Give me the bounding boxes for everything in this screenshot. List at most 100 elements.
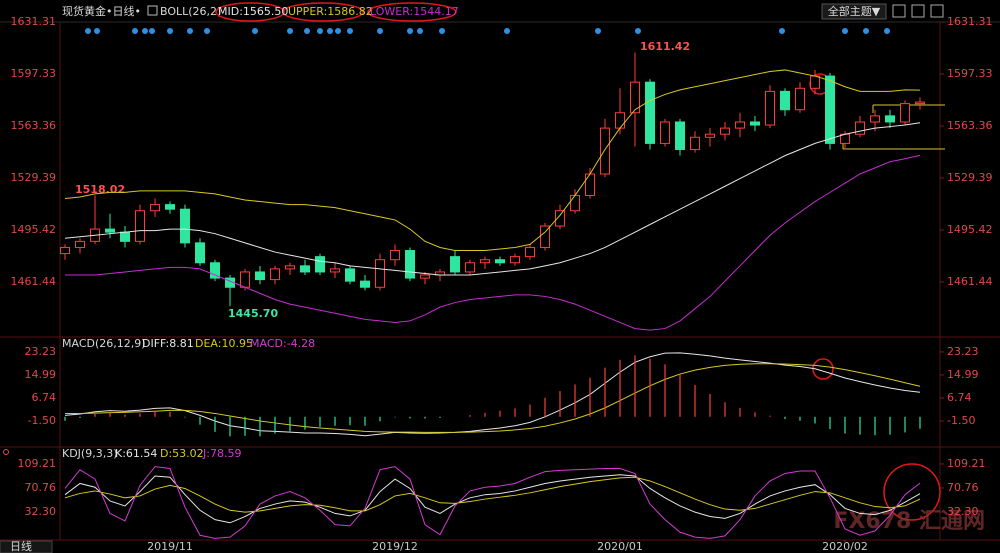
y-tick-label: 23.23 [947,345,979,358]
highlight [215,2,941,521]
series-line [65,363,921,433]
y-tick-label: 70.76 [947,481,979,494]
candle-body [915,101,925,105]
candle-body [360,280,370,288]
candle-body [375,259,385,288]
icon-grid[interactable] [892,4,906,18]
candle-body [825,75,835,144]
candle-body [330,268,340,273]
y-tick-label: 109.21 [18,457,57,470]
y-tick-label: 1597.33 [11,67,57,80]
y-tick-label: -1.50 [28,414,56,427]
indicator-label: BOLL(26,2) [160,5,221,18]
series-line [64,476,921,513]
series-line [64,474,921,524]
candle-body [645,81,655,144]
candle-body [420,274,430,279]
candle-body [795,87,805,111]
candle-body [585,173,595,196]
series-line [64,69,921,252]
candle-body [510,256,520,264]
theme-button-label[interactable]: 全部主题▼ [828,4,881,18]
candle-body [165,204,175,210]
series-line [64,122,921,276]
y-tick-label: 1461.44 [947,275,993,288]
candle-body [480,259,490,264]
icon [147,5,158,16]
y-tick-label: 14.99 [25,368,57,381]
candle-body [870,115,880,123]
y-tick-label: 1529.39 [947,171,993,184]
candle-body [705,133,715,138]
candle-body [150,204,160,212]
legend-entry: J:78.59 [202,447,241,460]
candle-body [750,121,760,126]
x-tick-label: 2020/02 [822,540,868,553]
x-tick-label: 2019/11 [147,540,193,553]
panel-title: KDJ(9,3,3) [62,447,118,460]
candle-body [195,242,205,264]
y-tick-label: 1631.31 [947,15,993,28]
candle-body [210,262,220,279]
candle-body [345,268,355,282]
legend-entry: MID:1565.50 [218,5,288,18]
panel [64,352,921,437]
candle-body [675,121,685,151]
candle-body [690,136,700,151]
legend-entry: UPPER:1586.82 [288,5,373,18]
candle-body [75,240,85,248]
period-tab[interactable] [0,540,53,553]
icon-layout[interactable] [911,4,925,18]
candle-body [615,112,625,129]
y-tick-label: 1495.42 [11,223,57,236]
panel [60,52,925,331]
candle-body [810,75,820,89]
icon-max[interactable] [930,4,944,18]
candle-body [570,194,580,212]
y-tick-label: 1495.42 [947,223,993,236]
candle-body [300,265,310,273]
y-tick-label: 14.99 [947,368,979,381]
candle-body [405,250,415,279]
series-line [64,466,921,539]
candle-body [105,228,115,233]
candle-body [600,127,610,175]
low-annotation: 1445.70 [228,307,278,320]
y-tick-label: -1.50 [947,414,975,427]
candle-body [135,210,145,242]
legend-entry: LOWER:1544.17 [370,5,459,18]
series-line [65,154,921,331]
candle-body [720,127,730,135]
candle-body [180,208,190,244]
y-tick-label: 1563.36 [11,119,57,132]
candle-body [855,121,865,135]
y-tick-label: 70.76 [25,481,57,494]
y-tick-label: 1631.31 [11,15,57,28]
y-tick-label: 32.30 [25,505,57,518]
window-icons [892,4,944,18]
legend-entry: DEA:10.95 [195,337,253,350]
period-tab-label[interactable]: 日线 [10,539,32,553]
candle-body [735,121,745,129]
legend-entry: MACD:-4.28 [250,337,315,350]
candle-body [540,225,550,248]
signal-dots [85,28,890,34]
theme-button[interactable] [821,3,887,20]
candle-body [630,81,640,114]
legend-entry: DIFF:8.81 [142,337,194,350]
y-tick-label: 1529.39 [11,171,57,184]
y-tick-label: 23.23 [25,345,57,358]
candle-body [525,246,535,258]
frame [0,21,1000,541]
candle-body [450,256,460,273]
y-tick-label: 32.30 [947,505,979,518]
x-tick-label: 2020/01 [597,540,643,553]
candle-body [765,90,775,126]
y-tick-label: 6.74 [32,391,57,404]
y-tick-label: 1563.36 [947,119,993,132]
legend-entry: D:53.02 [160,447,204,460]
candle-body [120,231,130,242]
candle-body [255,271,265,281]
